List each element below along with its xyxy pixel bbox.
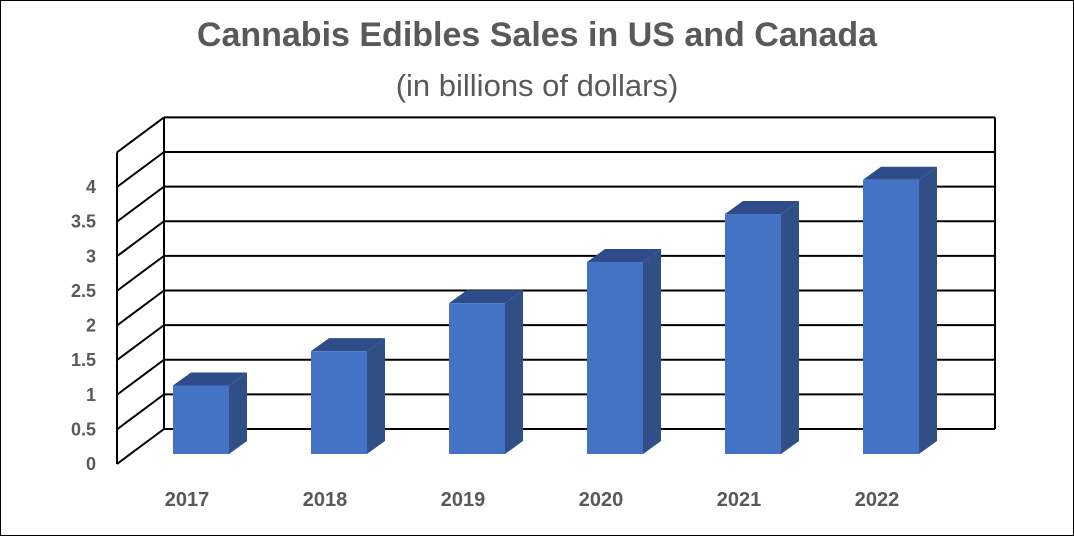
x-tick-label: 2019 bbox=[441, 489, 486, 511]
x-tick-label: 2018 bbox=[303, 489, 348, 511]
bar-2021 bbox=[725, 201, 799, 454]
bar-top bbox=[725, 201, 799, 215]
y-tick-label: 4 bbox=[86, 177, 96, 197]
bar-side bbox=[229, 372, 247, 454]
x-tick-label: 2022 bbox=[855, 489, 900, 511]
bar-2020 bbox=[587, 249, 661, 454]
bar-front bbox=[173, 385, 229, 454]
gridline-diagonal bbox=[116, 255, 165, 292]
gridline-diagonal bbox=[116, 324, 165, 361]
bar-side bbox=[919, 166, 937, 454]
bar-front bbox=[725, 214, 781, 454]
y-tick-label: 1.5 bbox=[71, 350, 96, 370]
bar-front bbox=[587, 262, 643, 454]
y-tick-label: 2.5 bbox=[71, 281, 96, 301]
gridline-diagonal bbox=[116, 393, 165, 431]
x-axis-ticks: 2017 2018 2019 2020 2021 2022 bbox=[165, 489, 900, 511]
bar-2019 bbox=[449, 290, 523, 454]
gridline-diagonal bbox=[116, 220, 165, 258]
gridline-diagonal bbox=[116, 358, 165, 396]
bar-top bbox=[173, 372, 247, 386]
bar-2018 bbox=[311, 338, 385, 454]
bar-2022 bbox=[863, 166, 937, 454]
bar-front bbox=[449, 303, 505, 454]
bar-side bbox=[643, 249, 661, 454]
chart-subtitle: (in billions of dollars) bbox=[395, 68, 679, 103]
bar-top bbox=[311, 338, 385, 352]
y-tick-label: 2 bbox=[86, 316, 96, 336]
y-tick-label: 0 bbox=[86, 454, 96, 474]
gridline-diagonal bbox=[116, 151, 165, 188]
gridline-diagonal bbox=[116, 428, 165, 465]
y-tick-label: 3 bbox=[86, 246, 96, 266]
x-tick-label: 2020 bbox=[579, 489, 624, 511]
x-tick-label: 2021 bbox=[717, 489, 762, 511]
grid-layer bbox=[116, 116, 996, 465]
y-tick-label: 0.5 bbox=[71, 419, 96, 439]
bar-top bbox=[449, 290, 523, 304]
bar-top bbox=[587, 249, 661, 263]
bar-2017 bbox=[173, 372, 247, 454]
x-tick-label: 2017 bbox=[165, 489, 210, 511]
bars-layer bbox=[173, 166, 937, 454]
bar-side bbox=[367, 338, 385, 454]
wall-top-diagonal bbox=[116, 116, 165, 154]
chart-title: Cannabis Edibles Sales in US and Canada bbox=[196, 16, 878, 54]
bar-front bbox=[863, 179, 919, 454]
gridline-diagonal bbox=[116, 185, 165, 223]
bar-top bbox=[863, 166, 937, 180]
bar-front bbox=[311, 351, 367, 454]
y-axis-ticks: 0 0.5 1 1.5 2 2.5 3 3.5 4 bbox=[71, 177, 96, 474]
bar-side bbox=[781, 201, 799, 454]
bar-side bbox=[505, 290, 523, 454]
y-tick-label: 1 bbox=[86, 385, 96, 405]
y-tick-label: 3.5 bbox=[71, 212, 96, 232]
gridline-diagonal bbox=[116, 289, 165, 327]
